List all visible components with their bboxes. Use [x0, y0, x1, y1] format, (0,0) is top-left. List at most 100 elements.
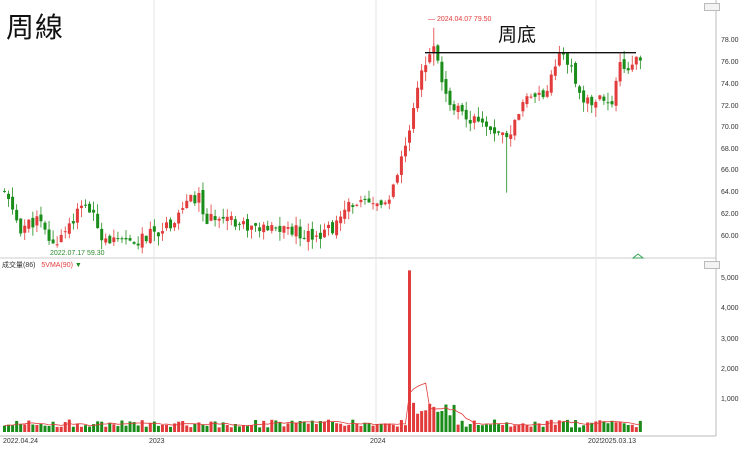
candle-body — [173, 223, 177, 228]
candle-body — [549, 74, 553, 93]
candle-body — [335, 220, 339, 236]
candle-body — [456, 105, 460, 113]
volume-bar — [565, 419, 569, 432]
volume-bar — [630, 424, 634, 432]
candle-body — [533, 93, 537, 97]
volume-bar — [19, 423, 23, 432]
volume-bar — [331, 421, 335, 432]
volume-bar — [177, 421, 181, 432]
candle-body — [258, 227, 262, 232]
candle-body — [476, 116, 480, 122]
volume-bar — [136, 425, 140, 432]
volume-tick: 3,000 — [721, 336, 739, 343]
candle-body — [561, 52, 565, 55]
volume-bar — [408, 270, 411, 432]
volume-bar — [351, 419, 355, 432]
candle-body — [497, 131, 501, 133]
candle-body — [424, 65, 428, 73]
candle-body — [383, 202, 387, 205]
volume-bar — [286, 423, 290, 432]
candle-body — [594, 101, 598, 108]
volume-bar — [618, 421, 622, 432]
volume-bar — [148, 422, 152, 432]
volume-bar — [533, 421, 537, 432]
candle-body — [241, 221, 245, 225]
candle-body — [472, 116, 476, 123]
volume-bar — [549, 419, 553, 432]
volume-bar — [375, 424, 379, 432]
volume-bar — [399, 419, 403, 432]
pattern-label: 周底 — [498, 24, 537, 46]
volume-bar — [266, 427, 270, 432]
candle-body — [371, 203, 375, 205]
volume-bar — [63, 422, 67, 432]
volume-bar — [43, 425, 47, 432]
volume-bar — [428, 403, 432, 432]
candle-body — [399, 156, 403, 175]
high-price-annotation: — 2024.04.07 79.50 — [428, 16, 491, 23]
volume-bar — [229, 427, 233, 432]
candle-body — [420, 70, 424, 90]
volume-bar — [144, 426, 148, 432]
candle-body — [444, 79, 448, 94]
candle-body — [266, 225, 270, 231]
volume-ma-line — [4, 382, 641, 427]
volume-bar — [67, 419, 71, 432]
candle-body — [537, 92, 541, 95]
candle-body — [298, 226, 302, 239]
volume-bar — [246, 425, 249, 432]
volume-bar — [561, 421, 565, 432]
volume-bar — [173, 423, 177, 432]
volume-bar — [165, 424, 168, 432]
candle-body — [460, 104, 464, 112]
volume-bar — [416, 413, 420, 432]
volume-bar — [201, 424, 205, 432]
volume-bar — [294, 422, 298, 432]
candle-body — [557, 53, 561, 66]
candle-body — [513, 119, 517, 136]
candle-body — [517, 113, 521, 120]
candle-body — [290, 226, 294, 235]
volume-bar — [84, 425, 87, 432]
volume-bar — [489, 424, 492, 432]
panel-resize-button[interactable] — [704, 261, 720, 269]
volume-bar — [75, 423, 79, 432]
price-tick: 76.00 — [721, 59, 739, 66]
volume-bar — [497, 424, 501, 432]
volume-bar — [55, 426, 59, 432]
candle-body — [19, 218, 23, 234]
volume-bar — [634, 427, 638, 432]
candle-body — [177, 212, 181, 224]
candle-body — [209, 213, 213, 221]
price-tick: 74.00 — [721, 81, 739, 88]
candle-body — [63, 231, 67, 233]
candle-body — [55, 244, 59, 246]
volume-bar — [96, 421, 100, 432]
volume-bar — [160, 424, 164, 432]
volume-bar — [278, 422, 282, 432]
x-axis-label: 2024 — [370, 438, 386, 445]
volume-bar — [586, 422, 590, 432]
candle-body — [3, 191, 6, 193]
volume-bar — [132, 422, 136, 432]
candle-body — [363, 198, 367, 200]
volume-bar — [590, 422, 594, 432]
panel-resize-button[interactable] — [704, 3, 720, 11]
volume-bar — [11, 425, 15, 432]
volume-tick: 4,000 — [721, 305, 739, 312]
candle-body — [108, 235, 112, 244]
volume-legend: 成交量(86) 5VMA(90) ▼ — [2, 260, 82, 270]
candle-body — [100, 228, 104, 241]
volume-bar — [23, 424, 27, 432]
volume-bar — [436, 411, 440, 432]
candle-body — [509, 134, 513, 139]
volume-bar — [213, 421, 217, 432]
candle-body — [322, 229, 326, 238]
low-value: 2022.07.17 59.30 — [50, 250, 105, 257]
volume-bar — [327, 419, 330, 432]
volume-ma-path — [4, 382, 641, 427]
candle-body — [630, 64, 634, 70]
volume-bar — [156, 425, 160, 432]
candle-body — [112, 237, 116, 243]
